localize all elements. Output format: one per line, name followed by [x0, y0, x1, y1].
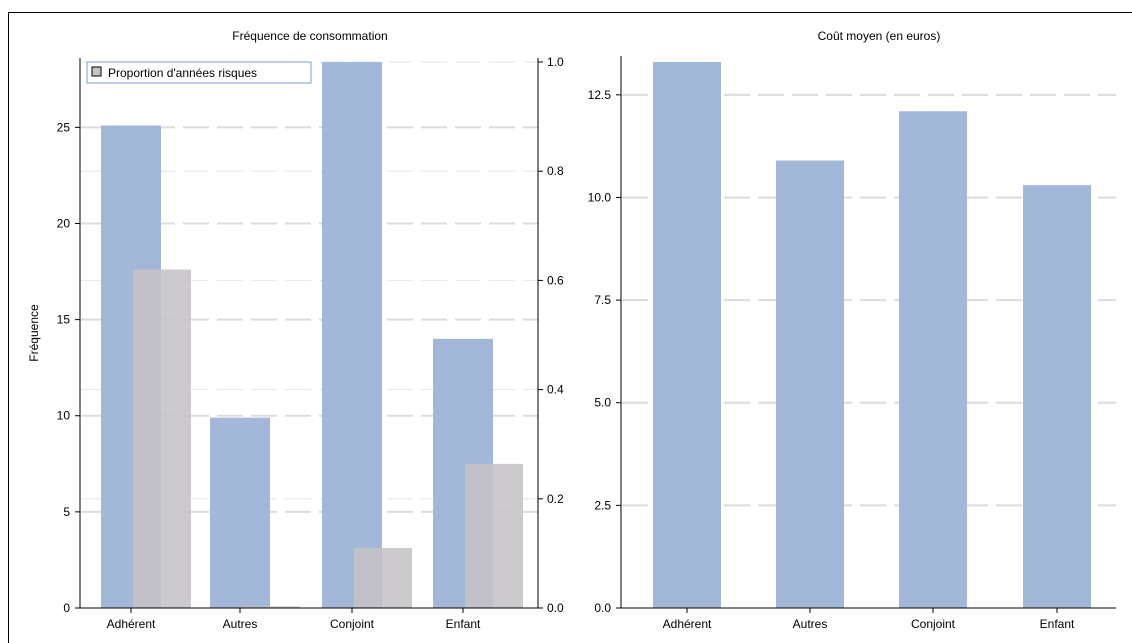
y-tick-label: 25: [57, 120, 71, 134]
y-tick-label: 7.5: [594, 293, 611, 307]
x-tick-label: Autres: [793, 617, 828, 631]
x-tick-label: Enfant: [446, 617, 481, 631]
y2-tick-label: 1.0: [547, 55, 564, 69]
y-tick-label: 20: [57, 216, 71, 230]
legend-label: Proportion d'années risques: [108, 66, 257, 80]
bar-proportion-1: [242, 606, 300, 608]
y-tick-label: 12.5: [588, 88, 612, 102]
cost-panel: 0.0 2.5 5.0 7.5 10.0 12.5 Adhérent Autres Conjoi…: [588, 56, 1116, 631]
bar-cost-3: [1023, 185, 1091, 608]
y2-tick-label: 0.6: [547, 273, 564, 287]
bar-proportion-3: [465, 463, 523, 608]
y-tick-label: 0.0: [594, 601, 611, 615]
y2-tick-label: 0.4: [547, 383, 564, 397]
frequency-panel: 0 5 10 15 20 25 0.0 0.2 0.4 0.6 0.8 1.0 Adhérent Autr…: [57, 55, 564, 631]
bar-cost-1: [776, 160, 844, 609]
bar-frequency-2: [322, 62, 382, 608]
legend-box: [86, 61, 312, 84]
y-tick-label: 15: [57, 313, 71, 327]
figure-frame: [8, 12, 1132, 643]
y-tick-label: 0: [63, 601, 70, 615]
y-tick-label: 2.5: [594, 498, 611, 512]
bar-cost-0: [653, 62, 721, 608]
x-tick-label: Conjoint: [330, 617, 375, 631]
bar-cost-2: [899, 111, 967, 609]
x-tick-label: Enfant: [1040, 617, 1075, 631]
y-axis-label-frequency: Fréquence: [27, 304, 41, 362]
y2-tick-label: 0.0: [547, 601, 564, 615]
y-tick-label: 5.0: [594, 396, 611, 410]
bar-proportion-0: [133, 269, 191, 608]
y2-tick-label: 0.2: [547, 492, 564, 506]
chart-title-frequency: Fréquence de consommation: [232, 29, 387, 43]
y-tick-label: 5: [63, 505, 70, 519]
y-tick-label: 10.0: [588, 190, 612, 204]
bar-frequency-1: [210, 417, 270, 608]
x-tick-label: Adhérent: [663, 617, 712, 631]
x-tick-label: Adhérent: [107, 617, 156, 631]
y-tick-label: 10: [57, 409, 71, 423]
bar-proportion-2: [354, 547, 412, 608]
y2-tick-label: 0.8: [547, 164, 564, 178]
legend-swatch: [91, 66, 102, 77]
x-tick-label: Conjoint: [911, 617, 956, 631]
chart-title-cost: Coût moyen (en euros): [818, 29, 941, 43]
x-tick-label: Autres: [223, 617, 258, 631]
